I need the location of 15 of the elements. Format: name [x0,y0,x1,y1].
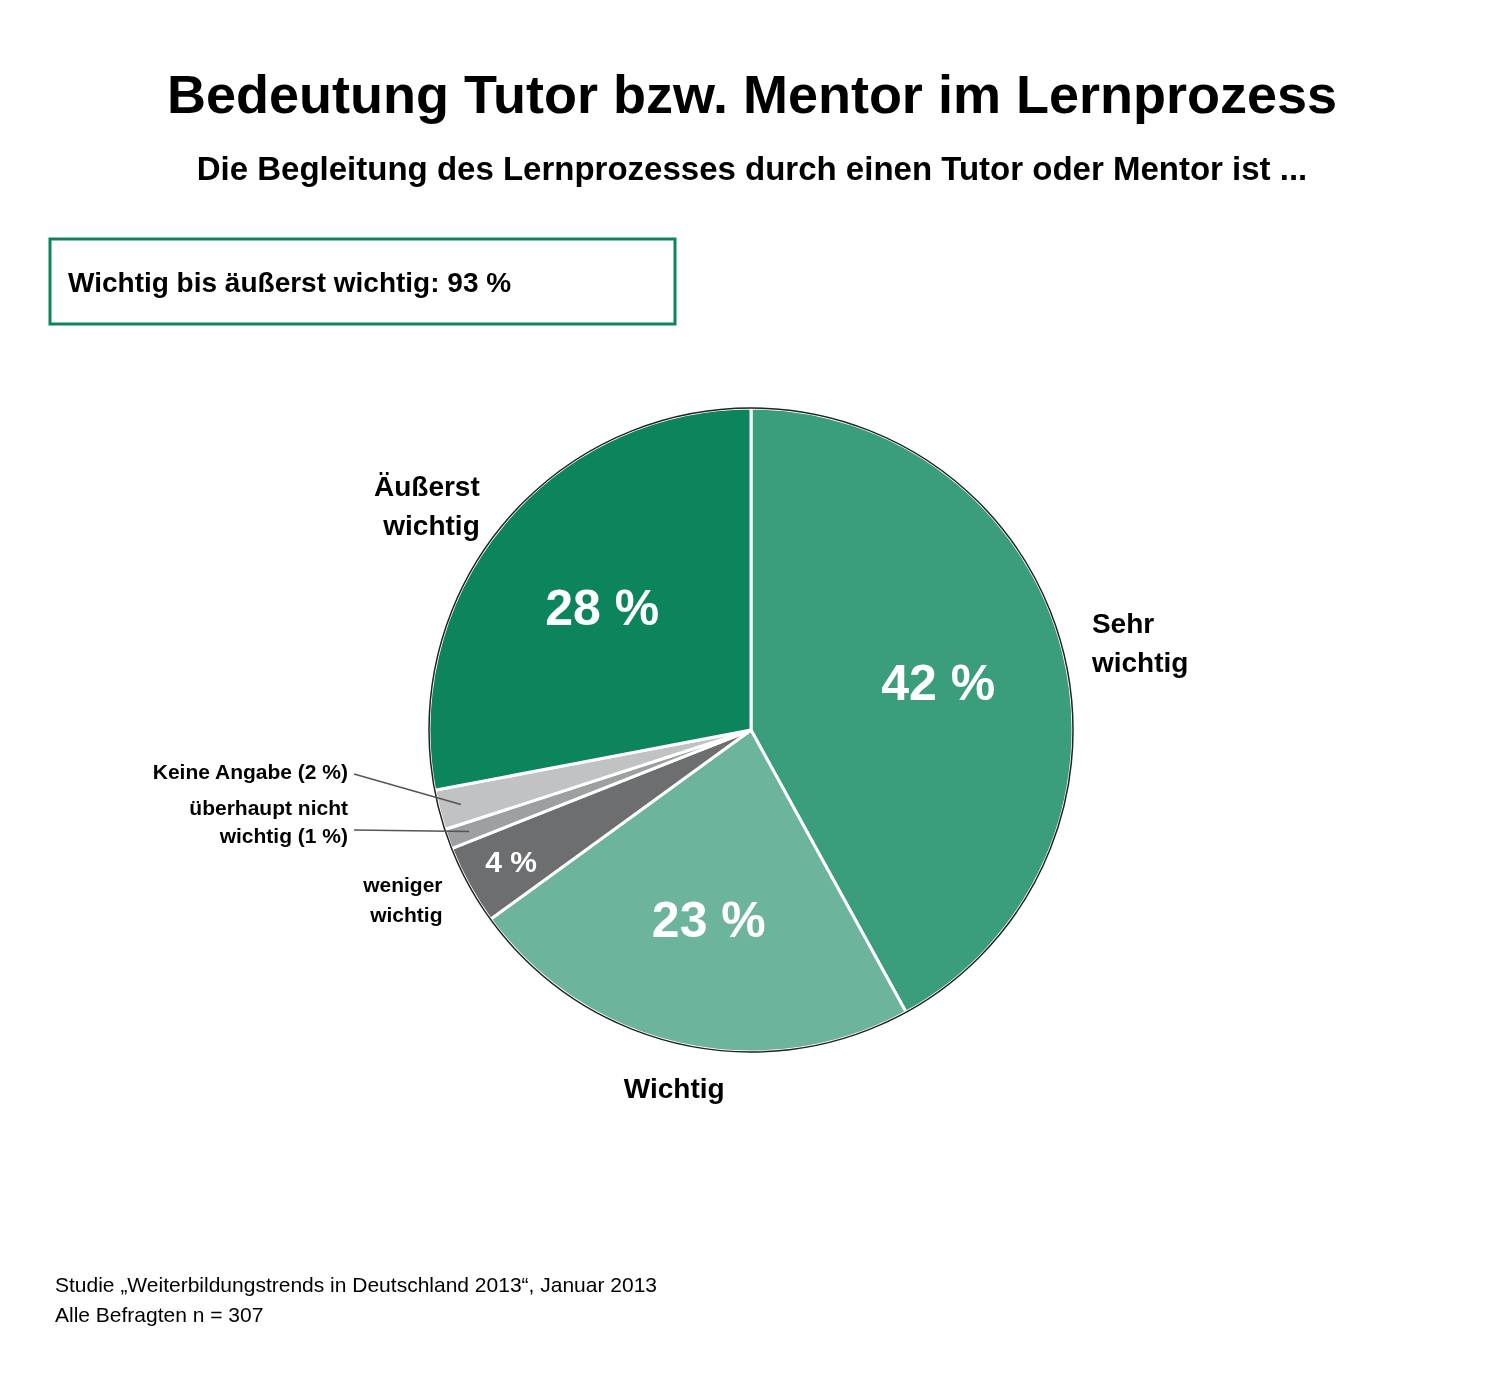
slice-label: Sehr wichtig [1090,607,1189,678]
slice-label: Keine Angabe (2 %) [152,760,348,784]
text: Alle Befragten n = 307 [55,1303,264,1326]
data-label: 23 % [651,891,766,948]
text: Studie „Weiterbildungstrends in Deutschland 2013“, Januar 2013 [55,1273,657,1296]
slice-label: Wichtig [623,1073,725,1105]
data-label: 4 % [485,844,538,878]
data-label: 42 % [881,654,996,711]
slice-label: überhaupt nicht wichtig (1 %) [189,796,348,848]
slice-label: weniger wichtig [362,873,443,926]
data-label: 28 % [545,579,660,636]
slice-label: Äußerst wichtig [373,470,480,542]
chart-title: Bedeutung Tutor bzw. Mentor im Lernprozess [166,64,1338,124]
text: Wichtig bis äußerst wichtig: 93 % [68,267,512,298]
chart-subtitle: Die Begleitung des Lernprozesses durch einen Tutor oder Mentor ist ... [196,150,1308,187]
